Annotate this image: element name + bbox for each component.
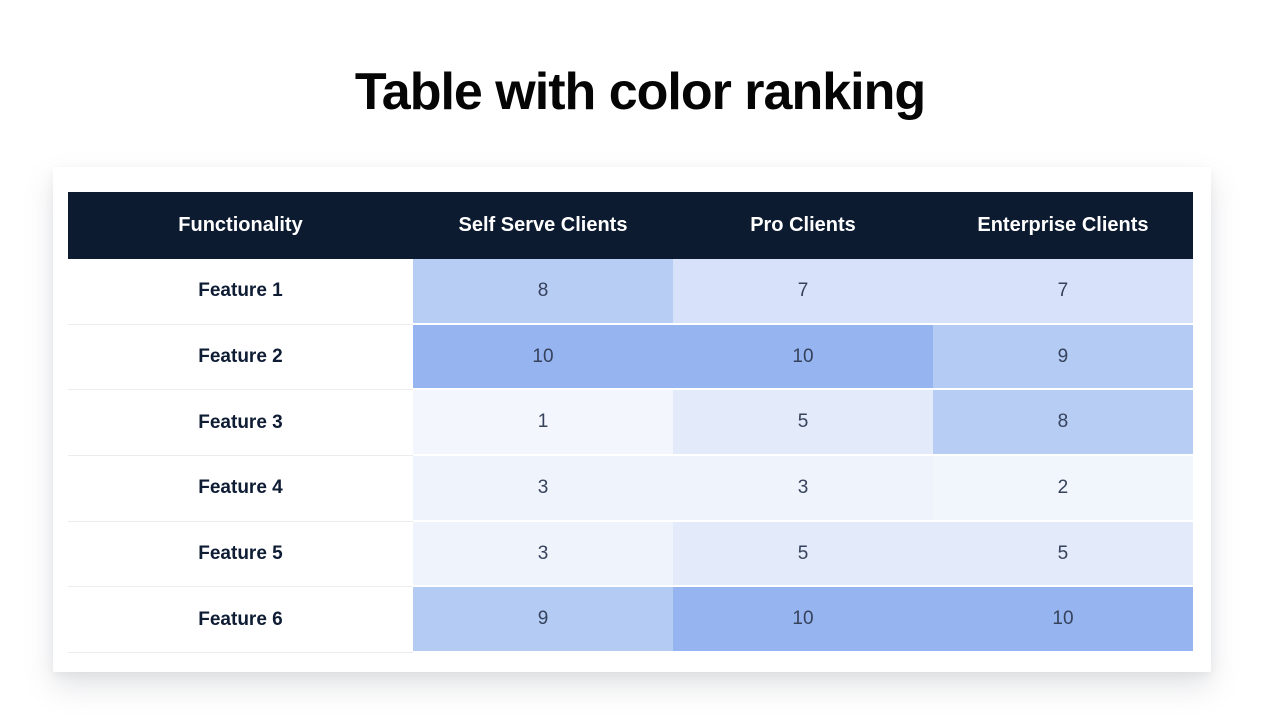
ranking-table: Functionality Self Serve Clients Pro Cli… [68, 192, 1193, 654]
table-row: Feature 6 9 10 10 [68, 587, 1193, 654]
value-cell: 3 [413, 521, 673, 588]
value-cell: 10 [672, 587, 933, 654]
value-cell: 7 [932, 259, 1193, 325]
feature-label: Feature 5 [68, 521, 413, 588]
value-cell: 9 [413, 587, 673, 654]
feature-label: Feature 2 [68, 324, 413, 391]
table-card: Functionality Self Serve Clients Pro Cli… [53, 167, 1211, 672]
value-cell: 10 [932, 587, 1193, 654]
value-cell: 8 [413, 259, 673, 325]
value-cell: 3 [672, 456, 933, 522]
feature-label: Feature 3 [68, 390, 413, 457]
feature-label: Feature 6 [68, 587, 413, 654]
value-cell: 10 [672, 324, 933, 391]
value-cell: 3 [413, 456, 673, 522]
table-row: Feature 2 10 10 9 [68, 324, 1193, 391]
value-cell: 2 [932, 456, 1193, 522]
table-row: Feature 3 1 5 8 [68, 390, 1193, 457]
feature-label: Feature 4 [68, 456, 413, 522]
table-row: Feature 4 3 3 2 [68, 456, 1193, 522]
slide: Table with color ranking Functionality S… [0, 0, 1280, 672]
value-cell: 7 [672, 259, 933, 325]
column-header-self-serve-clients: Self Serve Clients [458, 214, 628, 236]
value-cell: 9 [932, 324, 1193, 391]
value-cell: 5 [672, 521, 933, 588]
table-header-row: Functionality Self Serve Clients Pro Cli… [68, 192, 1193, 259]
value-cell: 10 [413, 324, 673, 391]
value-cell: 5 [932, 521, 1193, 588]
value-cell: 8 [932, 390, 1193, 457]
page-title: Table with color ranking [354, 63, 926, 121]
feature-label: Feature 1 [68, 259, 413, 325]
column-header-enterprise-clients: Enterprise Clients [977, 214, 1149, 236]
table-body: Feature 1 8 7 7 Feature 2 10 10 9 Featur… [68, 259, 1193, 654]
value-cell: 5 [672, 390, 933, 457]
table-row: Feature 5 3 5 5 [68, 521, 1193, 588]
column-header-pro-clients: Pro Clients [750, 214, 856, 236]
column-header-functionality: Functionality [178, 214, 303, 236]
table-row: Feature 1 8 7 7 [68, 259, 1193, 325]
value-cell: 1 [413, 390, 673, 457]
